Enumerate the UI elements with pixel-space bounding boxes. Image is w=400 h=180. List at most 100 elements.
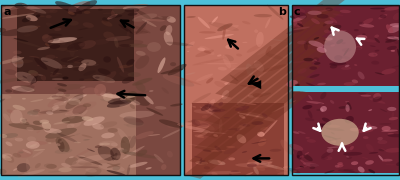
Ellipse shape xyxy=(346,104,350,112)
Ellipse shape xyxy=(212,109,226,112)
Ellipse shape xyxy=(308,40,324,47)
Ellipse shape xyxy=(170,103,183,106)
Ellipse shape xyxy=(355,46,362,50)
Bar xyxy=(184,5,288,175)
Ellipse shape xyxy=(217,54,222,57)
Ellipse shape xyxy=(78,43,87,46)
Ellipse shape xyxy=(112,153,118,161)
Ellipse shape xyxy=(154,154,164,163)
Ellipse shape xyxy=(308,110,312,118)
Ellipse shape xyxy=(52,105,58,109)
Ellipse shape xyxy=(119,104,130,107)
Ellipse shape xyxy=(202,115,208,118)
Ellipse shape xyxy=(196,74,213,82)
Ellipse shape xyxy=(36,14,40,17)
Ellipse shape xyxy=(50,9,58,13)
Ellipse shape xyxy=(109,15,122,18)
Ellipse shape xyxy=(0,28,38,36)
Ellipse shape xyxy=(258,139,266,146)
Ellipse shape xyxy=(197,120,202,124)
Ellipse shape xyxy=(298,131,306,134)
Ellipse shape xyxy=(135,55,149,69)
Ellipse shape xyxy=(28,166,31,168)
Ellipse shape xyxy=(296,12,307,19)
Ellipse shape xyxy=(100,143,110,145)
Ellipse shape xyxy=(324,170,334,173)
Ellipse shape xyxy=(48,97,64,107)
Ellipse shape xyxy=(316,123,325,127)
Ellipse shape xyxy=(360,129,365,131)
Ellipse shape xyxy=(342,118,348,122)
Ellipse shape xyxy=(52,107,60,111)
Ellipse shape xyxy=(341,67,351,70)
Ellipse shape xyxy=(325,42,334,46)
Text: a: a xyxy=(3,7,11,17)
Ellipse shape xyxy=(297,23,303,27)
Ellipse shape xyxy=(50,72,60,77)
Ellipse shape xyxy=(387,46,397,50)
Ellipse shape xyxy=(293,27,310,30)
Ellipse shape xyxy=(186,16,196,18)
Ellipse shape xyxy=(60,140,63,143)
Ellipse shape xyxy=(232,68,252,79)
Ellipse shape xyxy=(104,71,116,81)
Ellipse shape xyxy=(130,136,136,148)
Ellipse shape xyxy=(98,141,116,147)
Ellipse shape xyxy=(358,125,365,128)
Ellipse shape xyxy=(132,14,157,22)
Ellipse shape xyxy=(98,68,111,75)
Ellipse shape xyxy=(255,162,286,170)
Ellipse shape xyxy=(120,97,132,102)
Ellipse shape xyxy=(368,109,372,111)
Ellipse shape xyxy=(337,164,344,167)
Ellipse shape xyxy=(282,93,294,102)
Ellipse shape xyxy=(291,19,297,26)
Ellipse shape xyxy=(380,15,386,18)
Ellipse shape xyxy=(22,98,26,100)
Ellipse shape xyxy=(305,118,314,121)
Ellipse shape xyxy=(328,25,341,31)
Ellipse shape xyxy=(3,133,18,138)
Ellipse shape xyxy=(56,92,64,96)
Ellipse shape xyxy=(179,125,210,132)
Ellipse shape xyxy=(30,143,37,147)
Ellipse shape xyxy=(120,44,131,47)
Ellipse shape xyxy=(327,138,342,141)
Ellipse shape xyxy=(15,138,23,141)
Ellipse shape xyxy=(303,162,319,167)
Ellipse shape xyxy=(204,34,234,39)
Ellipse shape xyxy=(177,123,192,126)
Bar xyxy=(200,48,326,138)
Ellipse shape xyxy=(387,35,394,38)
Ellipse shape xyxy=(46,43,50,46)
Ellipse shape xyxy=(131,25,151,33)
Ellipse shape xyxy=(12,86,34,92)
Ellipse shape xyxy=(59,110,67,111)
Ellipse shape xyxy=(209,105,221,112)
Ellipse shape xyxy=(311,18,320,24)
Ellipse shape xyxy=(343,169,354,171)
Ellipse shape xyxy=(200,123,208,127)
Ellipse shape xyxy=(164,31,173,46)
Ellipse shape xyxy=(347,102,352,110)
Ellipse shape xyxy=(40,16,45,17)
Ellipse shape xyxy=(196,125,209,129)
Ellipse shape xyxy=(228,157,235,160)
Ellipse shape xyxy=(230,75,238,81)
Ellipse shape xyxy=(239,125,243,127)
Ellipse shape xyxy=(231,171,239,172)
Ellipse shape xyxy=(100,93,120,98)
Ellipse shape xyxy=(6,11,9,13)
Bar xyxy=(292,5,399,175)
Ellipse shape xyxy=(119,71,132,77)
Ellipse shape xyxy=(202,149,211,152)
Ellipse shape xyxy=(208,22,239,31)
Ellipse shape xyxy=(47,97,62,99)
Ellipse shape xyxy=(74,59,82,63)
Ellipse shape xyxy=(12,105,26,110)
Ellipse shape xyxy=(222,26,226,40)
Ellipse shape xyxy=(324,21,334,24)
Ellipse shape xyxy=(371,61,379,65)
Ellipse shape xyxy=(213,134,218,137)
Ellipse shape xyxy=(248,159,255,163)
